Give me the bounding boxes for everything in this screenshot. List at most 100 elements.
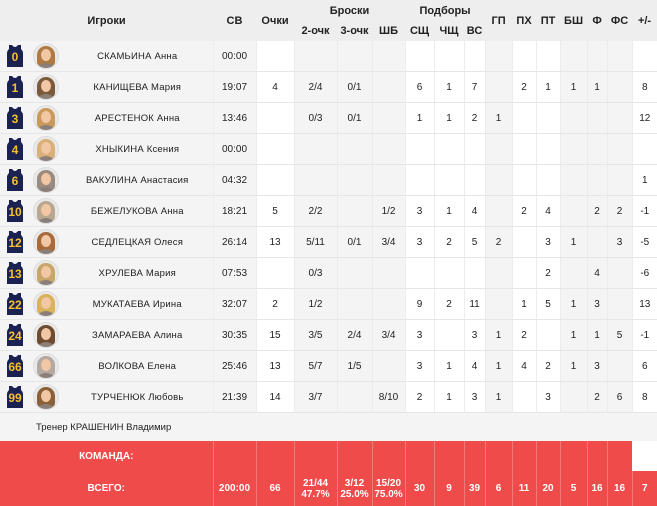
player-rows: 0 СКАМЬИНА Анна 00:00 1 КАНИЩЕВА Мария 19:07 4…	[0, 41, 657, 413]
stat-total-rebounds	[463, 257, 486, 289]
player-row[interactable]: 66 ВОЛКОВА Елена 25:46 13 5/7 1/5 3 1 4 1 4 2 1 3 6	[0, 350, 657, 382]
stat-three-point: 0/1	[336, 71, 372, 103]
stat-total-rebounds: 3	[463, 381, 486, 413]
player-avatar[interactable]	[33, 74, 59, 100]
stat-plus-minus: -5	[631, 226, 657, 258]
player-name[interactable]: ЗАМАРАЕВА Алина	[62, 319, 213, 351]
player-avatar[interactable]	[33, 353, 59, 379]
stat-defensive-rebounds	[433, 41, 465, 72]
header-offensive-rebounds[interactable]: СЩ	[405, 21, 435, 41]
player-row[interactable]: 22 МУКАТАЕВА Ирина 32:07 2 1/2 9 2 11 1 5 1 3 13	[0, 288, 657, 320]
jersey-icon: 10	[3, 199, 27, 223]
player-name[interactable]: ВАКУЛИНА Анастасия	[62, 164, 213, 196]
header-fouls-drawn[interactable]: ФС	[607, 0, 633, 41]
player-avatar[interactable]	[33, 322, 59, 348]
stat-free-throws: 3/4	[371, 319, 406, 351]
player-name[interactable]: ХНЫКИНА Ксения	[62, 133, 213, 165]
player-row[interactable]: 3 АРЕСТЕНОК Анна 13:46 0/3 0/1 1 1 2 1 12	[0, 102, 657, 134]
player-avatar[interactable]	[33, 105, 59, 131]
player-avatar[interactable]	[33, 229, 59, 255]
header-free-throws[interactable]: ШБ	[372, 21, 406, 41]
header-three-point[interactable]: 3-очк	[337, 21, 372, 41]
stat-fouls-drawn	[606, 288, 633, 320]
player-row[interactable]: 24 ЗАМАРАЕВА Алина 30:35 15 3/5 2/4 3/4 3 3 1 2 1 1 5…	[0, 319, 657, 351]
stat-turnovers	[511, 164, 537, 196]
stat-minutes: 26:14	[212, 226, 256, 258]
header-defensive-rebounds[interactable]: ЧЩ	[434, 21, 465, 41]
stat-defensive-rebounds	[433, 133, 465, 165]
player-name[interactable]: СКАМЬИНА Анна	[62, 41, 213, 72]
player-avatar[interactable]	[33, 136, 59, 162]
header-blocks[interactable]: БШ	[560, 0, 588, 41]
stat-free-throws	[371, 350, 406, 382]
stat-defensive-rebounds: 1	[433, 381, 465, 413]
total-three-point: 3/12 25.0%	[336, 471, 372, 506]
stat-free-throws	[371, 164, 406, 196]
stat-points: 13	[255, 226, 294, 258]
header-steals[interactable]: ПТ	[536, 0, 561, 41]
stat-total-rebounds: 4	[463, 195, 486, 227]
header-assists[interactable]: ГП	[485, 0, 513, 41]
header-fouls[interactable]: Ф	[587, 0, 608, 41]
header-minutes[interactable]: СВ	[213, 0, 256, 41]
stat-free-throws	[371, 41, 406, 72]
player-avatar[interactable]	[33, 43, 59, 69]
player-row[interactable]: 10 БЕЖЕЛУКОВА Анна 18:21 5 2/2 1/2 3 1 4 2 4 2 2 -1	[0, 195, 657, 227]
header-two-point[interactable]: 2-очк	[294, 21, 337, 41]
player-name[interactable]: ХРУЛЕВА Мария	[62, 257, 213, 289]
stat-offensive-rebounds: 3	[404, 195, 435, 227]
stat-total-rebounds: 3	[463, 319, 486, 351]
player-avatar[interactable]	[33, 260, 59, 286]
player-name[interactable]: КАНИЩЕВА Мария	[62, 71, 213, 103]
player-row[interactable]: 13 ХРУЛЕВА Мария 07:53 0/3 2 4 -6	[0, 257, 657, 289]
stat-two-point: 2/2	[293, 195, 337, 227]
player-avatar[interactable]	[33, 167, 59, 193]
header-total-rebounds[interactable]: ВС	[464, 21, 486, 41]
header-plus-minus[interactable]: +/-	[632, 0, 657, 41]
stat-assists	[484, 288, 513, 320]
player-row[interactable]: 4 ХНЫКИНА Ксения 00:00	[0, 133, 657, 165]
player-name[interactable]: АРЕСТЕНОК Анна	[62, 102, 213, 134]
stat-offensive-rebounds	[404, 41, 435, 72]
player-avatar[interactable]	[33, 198, 59, 224]
player-row[interactable]: 99 ТУРЧЕНЮК Любовь 21:39 14 3/7 8/10 2 1 3 1 3 2 6 8	[0, 381, 657, 413]
stat-assists: 1	[484, 319, 513, 351]
total-blocks: 5	[559, 471, 588, 506]
stat-offensive-rebounds: 1	[404, 102, 435, 134]
stat-two-point	[293, 41, 337, 72]
stat-offensive-rebounds	[404, 164, 435, 196]
stat-free-throws	[371, 257, 406, 289]
jersey-icon: 1	[3, 75, 27, 99]
stat-blocks	[559, 133, 588, 165]
header-points[interactable]: Очки	[256, 0, 294, 41]
stat-fouls-drawn: 5	[606, 319, 633, 351]
player-row[interactable]: 1 КАНИЩЕВА Мария 19:07 4 2/4 0/1 6 1 7 2 1 1 1 8	[0, 71, 657, 103]
player-name[interactable]: БЕЖЕЛУКОВА Анна	[62, 195, 213, 227]
total-plus-minus: 7	[631, 471, 657, 506]
player-name[interactable]: ТУРЧЕНЮК Любовь	[62, 381, 213, 413]
stat-three-point: 0/1	[336, 102, 372, 134]
player-name[interactable]: СЕДЛЕЦКАЯ Олеся	[62, 226, 213, 258]
player-row[interactable]: 0 СКАМЬИНА Анна 00:00	[0, 41, 657, 72]
stat-minutes: 18:21	[212, 195, 256, 227]
jersey-icon: 24	[3, 323, 27, 347]
player-row[interactable]: 12 СЕДЛЕЦКАЯ Олеся 26:14 13 5/11 0/1 3/4 3 2 5 2 3 1…	[0, 226, 657, 258]
header-turnovers[interactable]: ПХ	[512, 0, 537, 41]
stat-defensive-rebounds: 2	[433, 288, 465, 320]
stat-points	[255, 102, 294, 134]
stat-minutes: 30:35	[212, 319, 256, 351]
player-row[interactable]: 6 ВАКУЛИНА Анастасия 04:32 1	[0, 164, 657, 196]
team-label: КОМАНДА:	[0, 441, 213, 471]
player-avatar[interactable]	[33, 384, 59, 410]
stat-plus-minus: 13	[631, 288, 657, 320]
stat-points	[255, 133, 294, 165]
player-avatar[interactable]	[33, 291, 59, 317]
stat-fouls: 3	[586, 288, 608, 320]
player-name[interactable]: ВОЛКОВА Елена	[62, 350, 213, 382]
stat-assists	[484, 195, 513, 227]
stat-steals: 3	[535, 381, 561, 413]
stat-two-point: 0/3	[293, 257, 337, 289]
stat-defensive-rebounds	[433, 319, 465, 351]
player-name[interactable]: МУКАТАЕВА Ирина	[62, 288, 213, 320]
